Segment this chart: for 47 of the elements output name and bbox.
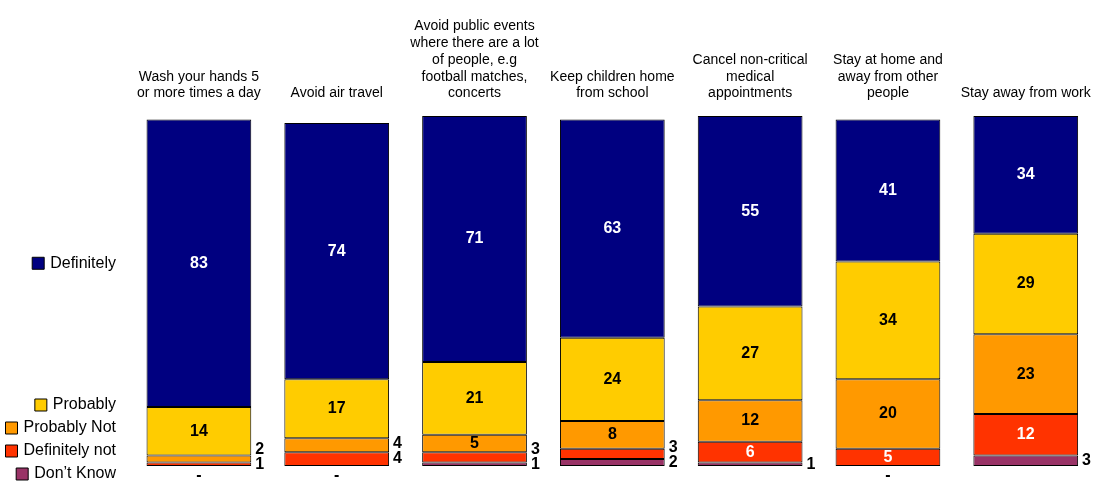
data-label: 3 [1082, 451, 1092, 469]
legend-label: Definitely [50, 253, 116, 271]
data-label: 12 [1016, 425, 1035, 443]
data-label: 34 [879, 310, 897, 328]
data-label: 5 [470, 433, 480, 451]
data-label: 8 [607, 425, 617, 443]
data-label: 1 [530, 454, 540, 472]
data-label: 12 [741, 411, 760, 429]
data-label: 2 [668, 452, 678, 470]
data-label: 6 [745, 442, 755, 460]
data-label: 74 [327, 241, 346, 259]
legend-label: Definitely not [23, 441, 117, 459]
data-label: 1 [255, 454, 265, 472]
data-label: 5 [883, 447, 893, 465]
x-tick-label: Avoid air travel [290, 84, 383, 101]
annotation: - [196, 466, 202, 484]
x-tick-label: Wash your hands 5 or more times a day [137, 67, 261, 101]
legend-label: Don’t Know [34, 464, 117, 482]
legend-label: Probably Not [23, 418, 117, 436]
data-label: 2 [255, 439, 265, 457]
data-label: 1 [806, 454, 816, 472]
data-label: 34 [1016, 165, 1035, 183]
data-label: 23 [1016, 364, 1035, 382]
x-tick-label: Cancel non-critical medical appointments [692, 50, 808, 101]
data-label: 21 [465, 388, 484, 406]
data-label: 4 [393, 434, 403, 452]
data-label: 29 [1016, 274, 1035, 292]
x-tick-label: Stay away from work [960, 84, 1092, 101]
data-label: 24 [603, 369, 622, 387]
data-label: 14 [190, 421, 208, 439]
data-label: 55 [741, 201, 760, 219]
data-label: 71 [465, 229, 484, 247]
x-tick-label: Stay at home and away from other people [833, 50, 943, 101]
annotation: - [334, 466, 340, 484]
data-label: 27 [741, 343, 760, 361]
data-label: 17 [327, 399, 346, 417]
x-tick-label: Keep children home from school [550, 67, 675, 101]
data-label: 83 [190, 253, 208, 271]
data-label: 4 [393, 449, 403, 467]
data-label: 3 [530, 439, 540, 457]
annotation: - [885, 466, 891, 484]
data-label: 63 [603, 219, 622, 237]
x-tick-label: Avoid public events where there are a lot of people, e.g football matches, concerts [409, 17, 539, 101]
legend-label: Probably [52, 395, 116, 413]
data-label: 3 [668, 437, 678, 455]
data-label: 20 [879, 404, 897, 422]
data-label: 41 [879, 180, 897, 198]
